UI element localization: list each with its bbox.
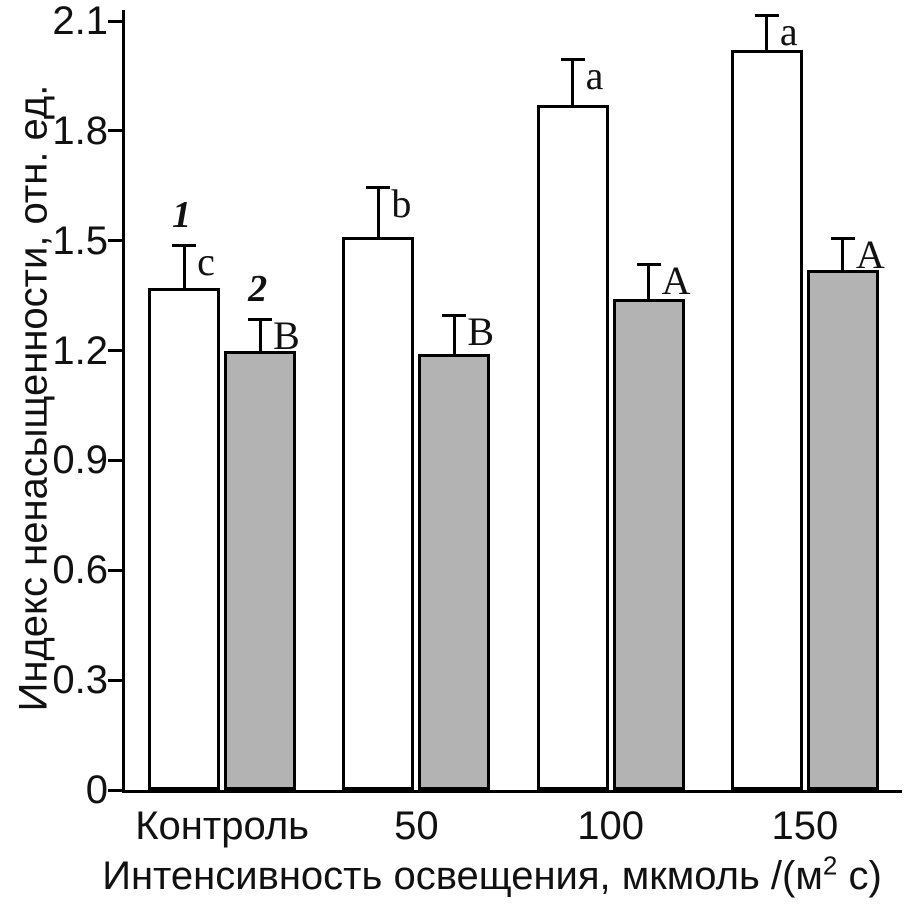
error-bar-cap (560, 57, 585, 61)
significance-letter: c (197, 239, 215, 285)
significance-letter: B (273, 312, 300, 358)
bar-series-1 (536, 105, 609, 790)
error-bar-line (452, 313, 456, 355)
x-axis-title: Интенсивность освещения, мкмоль /(м2 с) (70, 850, 914, 899)
x-category-label: 150 (771, 804, 839, 848)
significance-letter: a (779, 8, 798, 54)
bar-series-1 (148, 288, 221, 790)
y-tick-label: 1.8 (52, 108, 108, 153)
y-tick-mark (108, 678, 122, 682)
y-tick-label: 0 (85, 768, 108, 812)
y-tick-label: 1.5 (52, 218, 108, 263)
y-tick-mark (108, 458, 122, 462)
plot-area: 0 0.3 0.6 0.9 1.2 1.5 1.8 2.1 Контроль c 1 B 2 50 b B 10… (52, 1, 902, 847)
x-axis-title-text: Интенсивность освещения, мкмоль /(м (102, 854, 823, 898)
error-bar-cap (366, 185, 391, 189)
y-tick-label: 0.9 (52, 438, 108, 483)
error-bar-line (765, 13, 769, 51)
x-category-label: 50 (394, 804, 439, 848)
error-bar-line (258, 317, 262, 351)
error-bar-line (647, 262, 651, 300)
significance-letter: a (585, 52, 604, 98)
error-bar-cap (248, 317, 273, 321)
bar-series-2 (418, 354, 491, 790)
error-bar-line (571, 57, 575, 106)
significance-letter: B (467, 308, 495, 354)
series-label-1: 1 (172, 194, 192, 237)
significance-letter: A (855, 232, 885, 278)
y-tick-label: 0.3 (52, 658, 108, 703)
x-axis-title-superscript: 2 (822, 850, 838, 881)
y-tick-mark (108, 788, 122, 792)
bar-series-1 (730, 50, 803, 790)
error-bar-cap (442, 313, 467, 317)
significance-letter: b (391, 180, 412, 226)
error-bar-cap (172, 244, 197, 248)
y-tick-label: 0.6 (52, 548, 108, 593)
y-axis-title: Индекс ненасыщенности, отн. ед. (12, 85, 57, 712)
y-tick-mark (108, 349, 122, 353)
y-tick-mark (108, 239, 122, 243)
error-bar-line (182, 244, 186, 289)
bar-series-2 (224, 350, 297, 790)
error-bar-cap (754, 13, 779, 17)
bar-series-2 (612, 299, 685, 790)
y-tick-label: 1.2 (52, 328, 108, 373)
y-tick-mark (108, 568, 122, 572)
x-category-label: 100 (577, 804, 644, 848)
error-bar-cap (636, 262, 661, 266)
series-label-2: 2 (248, 267, 268, 310)
error-bar-line (841, 237, 845, 270)
x-axis-title-unit: с) (837, 854, 882, 898)
x-category-label: Контроль (135, 804, 309, 848)
y-axis-title-text: Индекс ненасыщенности, отн. ед. (11, 84, 56, 712)
error-bar-line (376, 185, 380, 238)
y-tick-mark (108, 19, 122, 23)
bar-series-1 (342, 237, 415, 790)
error-bar-cap (830, 237, 855, 241)
y-tick-mark (108, 129, 122, 133)
significance-letter: A (661, 257, 691, 303)
y-tick-label: 2.1 (52, 0, 108, 43)
bar-series-2 (806, 270, 879, 790)
